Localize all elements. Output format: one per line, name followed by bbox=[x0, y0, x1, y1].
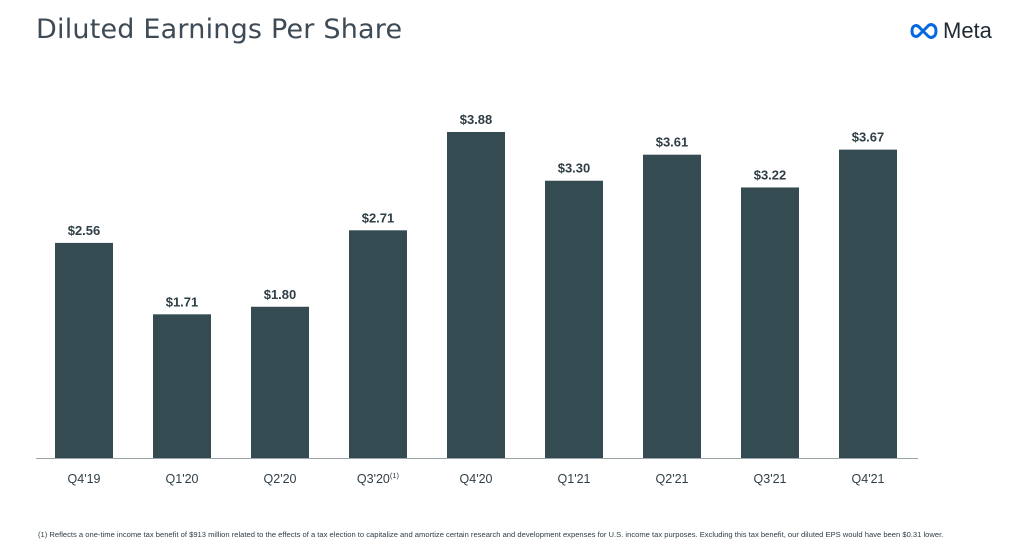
bar bbox=[251, 306, 309, 458]
bar-value-label: $3.67 bbox=[852, 130, 885, 145]
bar bbox=[643, 154, 701, 459]
footnote: (1) Reflects a one-time income tax benef… bbox=[38, 530, 944, 539]
bar bbox=[153, 314, 211, 458]
bar-value-label: $3.61 bbox=[656, 135, 689, 150]
x-tick-label: Q3'20(1) bbox=[357, 471, 400, 486]
x-tick-label: Q4'21 bbox=[852, 472, 885, 486]
bar-value-label: $3.22 bbox=[754, 167, 787, 182]
bar-value-label: $1.80 bbox=[264, 287, 297, 302]
x-tick-label: Q4'19 bbox=[68, 472, 101, 486]
bar bbox=[545, 180, 603, 458]
bar-value-label: $3.88 bbox=[460, 112, 493, 127]
bar-value-label: $1.71 bbox=[166, 294, 199, 309]
bar bbox=[447, 132, 505, 458]
x-tick-label: Q2'21 bbox=[656, 472, 689, 486]
page-title: Diluted Earnings Per Share bbox=[36, 14, 403, 45]
meta-infinity-icon bbox=[910, 23, 938, 39]
bar-value-label: $3.30 bbox=[558, 161, 591, 176]
bar bbox=[349, 230, 407, 458]
x-tick-label: Q1'21 bbox=[558, 472, 591, 486]
logo-text: Meta bbox=[943, 18, 992, 43]
bar-value-label: $2.71 bbox=[362, 210, 395, 225]
x-tick-label: Q4'20 bbox=[460, 472, 493, 486]
bar-value-label: $2.56 bbox=[68, 223, 101, 238]
bar bbox=[55, 242, 113, 458]
meta-logo: Meta bbox=[908, 18, 992, 44]
bar bbox=[741, 187, 799, 458]
x-tick-label: Q1'20 bbox=[166, 472, 199, 486]
x-tick-label: Q3'21 bbox=[754, 472, 787, 486]
footnote-marker: (1) bbox=[390, 471, 400, 480]
x-tick-label: Q2'20 bbox=[264, 472, 297, 486]
bar bbox=[839, 149, 897, 458]
